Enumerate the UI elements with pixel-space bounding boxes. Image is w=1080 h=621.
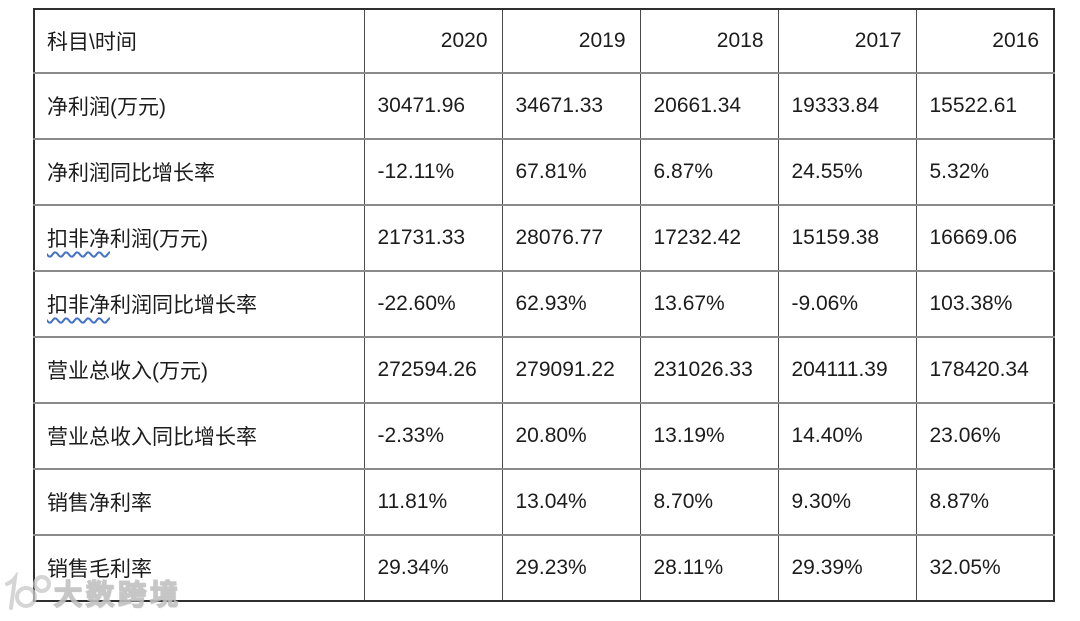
value-cell: 29.34%	[363, 534, 503, 602]
value-cell: 14.40%	[777, 402, 917, 470]
column-header-year: 2019	[501, 8, 641, 74]
value-cell: 16669.06	[915, 204, 1055, 272]
row-label-text: 利润同比增长率	[110, 294, 257, 317]
table-row: 销售净利率 11.81% 13.04% 8.70% 9.30% 8.87%	[33, 468, 1055, 536]
table-row: 扣非净利润(万元) 21731.33 28076.77 17232.42 151…	[33, 204, 1055, 272]
value-cell: 29.39%	[777, 534, 917, 602]
value-cell: 20661.34	[639, 72, 779, 140]
value-cell: -12.11%	[363, 138, 503, 206]
table-row: 扣非净利润同比增长率 -22.60% 62.93% 13.67% -9.06% …	[33, 270, 1055, 338]
row-label-cell: 扣非净利润同比增长率	[33, 270, 365, 338]
value-cell: 62.93%	[501, 270, 641, 338]
table-row: 净利润同比增长率 -12.11% 67.81% 6.87% 24.55% 5.3…	[33, 138, 1055, 206]
value-cell: 13.19%	[639, 402, 779, 470]
value-cell: 13.04%	[501, 468, 641, 536]
financial-data-table: 科目\时间 2020 2019 2018 2017 2016 净利润(万元) 3…	[33, 8, 1055, 602]
value-cell: 178420.34	[915, 336, 1055, 404]
value-cell: 231026.33	[639, 336, 779, 404]
value-cell: -2.33%	[363, 402, 503, 470]
value-cell: 15159.38	[777, 204, 917, 272]
value-cell: 15522.61	[915, 72, 1055, 140]
header-row: 科目\时间 2020 2019 2018 2017 2016	[33, 8, 1055, 74]
value-cell: 67.81%	[501, 138, 641, 206]
row-label-cell: 营业总收入(万元)	[33, 336, 365, 404]
value-cell: -22.60%	[363, 270, 503, 338]
column-header-year: 2016	[915, 8, 1055, 74]
value-cell: 8.87%	[915, 468, 1055, 536]
row-label-text: 营业总收入(万元)	[47, 360, 208, 383]
value-cell: 204111.39	[777, 336, 917, 404]
value-cell: 17232.42	[639, 204, 779, 272]
table-row: 营业总收入同比增长率 -2.33% 20.80% 13.19% 14.40% 2…	[33, 402, 1055, 470]
column-header-year: 2020	[363, 8, 503, 74]
spellcheck-squiggle-text: 扣非净	[47, 228, 110, 251]
value-cell: 21731.33	[363, 204, 503, 272]
value-cell: 6.87%	[639, 138, 779, 206]
row-label-cell: 扣非净利润(万元)	[33, 204, 365, 272]
value-cell: 29.23%	[501, 534, 641, 602]
value-cell: 5.32%	[915, 138, 1055, 206]
value-cell: 32.05%	[915, 534, 1055, 602]
value-cell: -9.06%	[777, 270, 917, 338]
table-row: 净利润(万元) 30471.96 34671.33 20661.34 19333…	[33, 72, 1055, 140]
value-cell: 34671.33	[501, 72, 641, 140]
value-cell: 9.30%	[777, 468, 917, 536]
table-row: 销售毛利率 29.34% 29.23% 28.11% 29.39% 32.05%	[33, 534, 1055, 602]
value-cell: 11.81%	[363, 468, 503, 536]
value-cell: 8.70%	[639, 468, 779, 536]
value-cell: 13.67%	[639, 270, 779, 338]
value-cell: 28.11%	[639, 534, 779, 602]
row-label-cell: 销售毛利率	[33, 534, 365, 602]
row-label-text: 净利润(万元)	[47, 96, 166, 119]
value-cell: 103.38%	[915, 270, 1055, 338]
row-label-text: 销售毛利率	[47, 558, 152, 581]
column-header-subject-time: 科目\时间	[33, 8, 365, 74]
value-cell: 20.80%	[501, 402, 641, 470]
spellcheck-squiggle-text: 扣非净	[47, 294, 110, 317]
value-cell: 279091.22	[501, 336, 641, 404]
value-cell: 28076.77	[501, 204, 641, 272]
value-cell: 272594.26	[363, 336, 503, 404]
column-header-year: 2017	[777, 8, 917, 74]
row-label-text: 净利润同比增长率	[47, 162, 215, 185]
row-label-cell: 销售净利率	[33, 468, 365, 536]
row-label-text: 营业总收入同比增长率	[47, 426, 257, 449]
value-cell: 23.06%	[915, 402, 1055, 470]
column-header-year: 2018	[639, 8, 779, 74]
row-label-cell: 净利润(万元)	[33, 72, 365, 140]
row-label-cell: 净利润同比增长率	[33, 138, 365, 206]
row-label-text: 销售净利率	[47, 492, 152, 515]
value-cell: 30471.96	[363, 72, 503, 140]
table-row: 营业总收入(万元) 272594.26 279091.22 231026.33 …	[33, 336, 1055, 404]
value-cell: 19333.84	[777, 72, 917, 140]
row-label-cell: 营业总收入同比增长率	[33, 402, 365, 470]
row-label-text: 利润(万元)	[110, 228, 208, 251]
value-cell: 24.55%	[777, 138, 917, 206]
